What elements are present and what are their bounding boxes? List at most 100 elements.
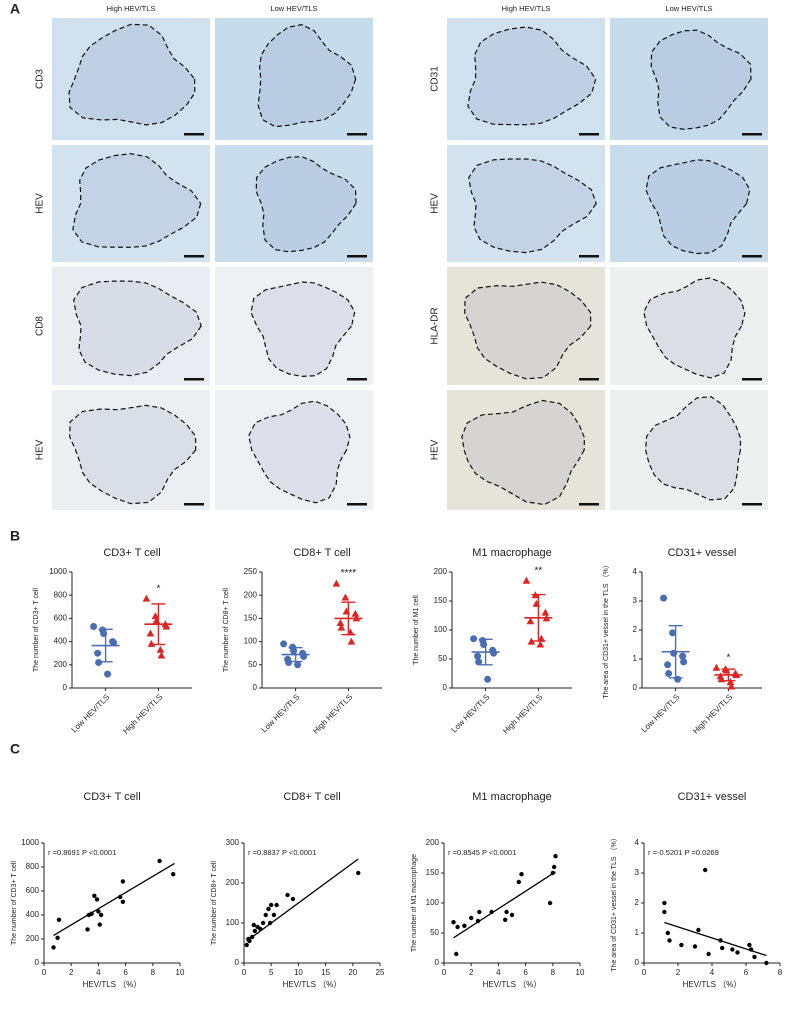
tls-outline xyxy=(464,281,592,380)
data-point xyxy=(266,906,271,912)
data-point xyxy=(152,616,161,624)
y-tick-label: 400 xyxy=(26,910,40,919)
data-point xyxy=(151,612,160,620)
row-label: HEV xyxy=(430,193,441,214)
x-tick-label: 0 xyxy=(442,968,447,977)
stat-annotation: r =0.8545 P <0.0001 xyxy=(448,848,516,857)
x-tick-label: 6 xyxy=(744,968,749,977)
x-tick-label: 0 xyxy=(642,968,647,977)
data-point xyxy=(85,927,90,932)
x-tick-label: 4 xyxy=(96,968,101,977)
y-tick-label: 3 xyxy=(635,868,640,877)
micrograph xyxy=(447,18,605,140)
y-tick-label: 0 xyxy=(63,683,68,692)
micrograph xyxy=(215,145,373,262)
x-tick-label: 0 xyxy=(242,968,247,977)
y-tick-label: 4 xyxy=(633,567,638,576)
row-label: HEV xyxy=(430,439,441,460)
micrograph xyxy=(52,390,210,510)
x-tick-label: 4 xyxy=(496,968,501,977)
tls-outline xyxy=(257,23,357,128)
data-point xyxy=(477,909,482,915)
data-point xyxy=(294,661,302,669)
y-tick-label: 100 xyxy=(434,625,448,634)
data-point xyxy=(300,652,308,660)
tls-outline xyxy=(69,404,197,505)
data-point xyxy=(541,608,550,616)
data-point xyxy=(670,649,678,657)
data-point xyxy=(146,629,155,637)
y-tick-label: 1000 xyxy=(21,838,39,847)
column-header: Low HEV/TLS xyxy=(270,4,317,13)
scale-bar xyxy=(347,503,367,506)
micrograph xyxy=(447,390,605,510)
data-point xyxy=(356,870,361,876)
data-point xyxy=(747,942,752,948)
data-point xyxy=(532,599,541,607)
data-point xyxy=(120,899,126,904)
data-point xyxy=(536,640,545,648)
data-point xyxy=(730,947,735,952)
data-point xyxy=(665,930,670,936)
data-point xyxy=(120,879,126,884)
micrograph xyxy=(610,145,768,262)
x-tick-label: 0 xyxy=(42,968,47,977)
data-point xyxy=(454,951,459,957)
row-label: HLA-DR xyxy=(430,307,441,344)
data-point xyxy=(455,924,460,930)
y-tick-label: 250 xyxy=(244,567,258,576)
data-point xyxy=(336,619,345,627)
micrograph xyxy=(52,145,210,262)
scale-bar xyxy=(579,133,599,136)
tls-outline xyxy=(644,396,742,501)
micrograph xyxy=(52,18,210,140)
data-point xyxy=(451,920,456,925)
y-tick-label: 150 xyxy=(426,868,440,877)
data-point xyxy=(280,640,288,648)
data-point xyxy=(147,639,156,647)
tls-outline xyxy=(643,277,746,379)
scale-bar xyxy=(347,378,367,381)
column-header: Low HEV/TLS xyxy=(665,4,712,13)
x-axis-label: HEV/TLS （%） xyxy=(483,980,542,989)
y-tick-label: 200 xyxy=(26,934,40,943)
x-tick-label: 2 xyxy=(69,968,74,977)
y-axis-label: The number of CD8+ T cell xyxy=(223,588,230,672)
x-tick-label: High HEV/TLS xyxy=(311,693,354,736)
data-point xyxy=(484,675,492,683)
scale-bar xyxy=(184,378,204,381)
data-point xyxy=(104,670,112,678)
x-tick-label: 6 xyxy=(523,968,528,977)
data-point xyxy=(271,912,277,918)
y-tick-label: 2 xyxy=(633,625,638,634)
data-point xyxy=(727,682,736,690)
y-axis-label: The number of CD3+ T cell xyxy=(11,861,18,945)
data-point xyxy=(332,579,341,587)
y-tick-label: 200 xyxy=(434,567,448,576)
x-tick-label: 8 xyxy=(151,968,156,977)
scale-bar xyxy=(184,255,204,258)
data-point xyxy=(285,658,293,666)
tls-outline xyxy=(72,153,202,248)
x-tick-label: 4 xyxy=(710,968,715,977)
data-point xyxy=(100,629,108,637)
fit-line xyxy=(664,921,767,957)
scale-bar xyxy=(579,378,599,381)
y-tick-label: 100 xyxy=(226,918,240,927)
data-point xyxy=(752,954,757,960)
data-point xyxy=(171,872,176,877)
data-point xyxy=(696,927,701,933)
y-tick-label: 1000 xyxy=(49,567,67,576)
panel-letter: C xyxy=(10,741,20,757)
tls-outline xyxy=(73,280,202,377)
micrograph xyxy=(447,145,605,262)
tls-outline xyxy=(468,158,597,254)
chart-title: CD31+ vessel xyxy=(678,791,747,803)
stat-annotation: r =-0.5201 P =0.0269 xyxy=(648,848,719,857)
x-tick-label: 10 xyxy=(176,968,185,977)
x-tick-label: 6 xyxy=(123,968,128,977)
y-tick-label: 600 xyxy=(54,614,68,623)
fit-line xyxy=(453,871,556,939)
tls-outline xyxy=(467,26,597,126)
